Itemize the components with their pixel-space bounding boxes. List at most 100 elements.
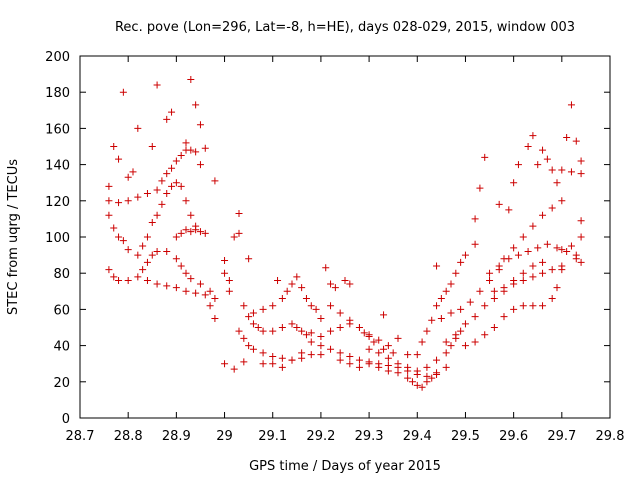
data-point (452, 331, 460, 339)
data-point (235, 209, 243, 217)
data-point (187, 275, 195, 283)
x-tick-label: 29.8 (596, 429, 625, 444)
data-point (529, 262, 537, 270)
data-point (471, 215, 479, 223)
x-tick-label: 28.8 (114, 429, 143, 444)
data-point (119, 237, 127, 245)
data-point (365, 360, 373, 368)
data-point (529, 132, 537, 140)
data-point (490, 324, 498, 331)
data-point (110, 273, 118, 281)
data-point (196, 280, 204, 288)
data-point (288, 280, 296, 288)
data-point (529, 222, 537, 230)
data-point (196, 228, 204, 236)
data-point (365, 331, 373, 339)
data-point (505, 255, 513, 263)
data-point (206, 287, 214, 295)
data-point (230, 233, 238, 241)
data-point (182, 139, 190, 147)
data-point (124, 197, 132, 205)
data-point (567, 101, 575, 109)
data-point (124, 173, 132, 181)
data-point (452, 269, 460, 277)
data-point (336, 349, 344, 357)
data-point (418, 383, 426, 391)
data-point (375, 336, 383, 344)
data-point (230, 365, 238, 373)
data-point (240, 358, 248, 366)
data-point (519, 276, 527, 284)
data-point (225, 276, 233, 284)
data-point (168, 164, 176, 172)
data-point (196, 161, 204, 169)
data-point (413, 381, 421, 389)
y-tick-label: 20 (53, 376, 70, 391)
data-point (471, 240, 479, 248)
data-point (457, 305, 465, 313)
data-point (481, 331, 489, 339)
data-point (163, 115, 171, 123)
data-point (384, 367, 392, 375)
chart-title: Rec. pove (Lon=296, Lat=-8, h=HE), days … (115, 20, 575, 35)
data-point (134, 124, 142, 132)
data-point (168, 182, 176, 190)
y-axis-label: STEC from uqrg / TECUs (6, 159, 21, 315)
data-point (577, 258, 585, 266)
data-point (548, 166, 556, 174)
data-point (553, 284, 561, 292)
data-point (240, 302, 248, 310)
data-point (428, 374, 436, 382)
data-point (317, 333, 325, 341)
y-tick-label: 0 (62, 412, 70, 427)
data-point (143, 258, 151, 266)
data-point (360, 329, 368, 337)
data-point (288, 356, 296, 364)
data-point (249, 345, 257, 353)
data-point (105, 266, 113, 274)
data-point (423, 363, 431, 371)
data-point (172, 255, 180, 263)
x-tick-label: 29.3 (355, 429, 384, 444)
data-point (327, 280, 335, 288)
x-tick-label: 29.6 (499, 429, 528, 444)
data-point (172, 284, 180, 292)
data-point (298, 284, 306, 292)
data-point (505, 206, 513, 214)
data-point (471, 338, 479, 346)
data-point (182, 226, 190, 234)
data-point (245, 255, 253, 263)
data-point (269, 327, 277, 335)
data-point (539, 146, 547, 154)
data-point (365, 345, 373, 353)
data-point (563, 133, 571, 141)
data-point (124, 276, 132, 284)
data-point (134, 273, 142, 281)
data-point (119, 88, 127, 96)
data-point (558, 197, 566, 205)
data-point (534, 244, 542, 252)
data-point (177, 262, 185, 270)
x-tick-label: 29.1 (258, 429, 287, 444)
data-point (384, 342, 392, 350)
data-point (433, 262, 441, 270)
data-point (201, 144, 209, 152)
data-point (529, 273, 537, 281)
data-point (278, 363, 286, 371)
data-point (553, 244, 561, 252)
data-point (110, 143, 118, 150)
data-point (447, 342, 455, 350)
data-point (307, 351, 315, 359)
data-point (274, 276, 282, 284)
data-point (548, 204, 556, 212)
data-point (115, 233, 123, 241)
data-point (442, 363, 450, 371)
y-axis-ticks: 0 20 40 60 80 100 120 140 160 180 200 (45, 50, 610, 427)
data-point (153, 81, 161, 89)
data-point (259, 360, 267, 368)
y-tick-label: 200 (45, 50, 70, 65)
data-point (457, 327, 465, 335)
y-tick-label: 60 (53, 303, 70, 318)
data-point (481, 153, 489, 161)
